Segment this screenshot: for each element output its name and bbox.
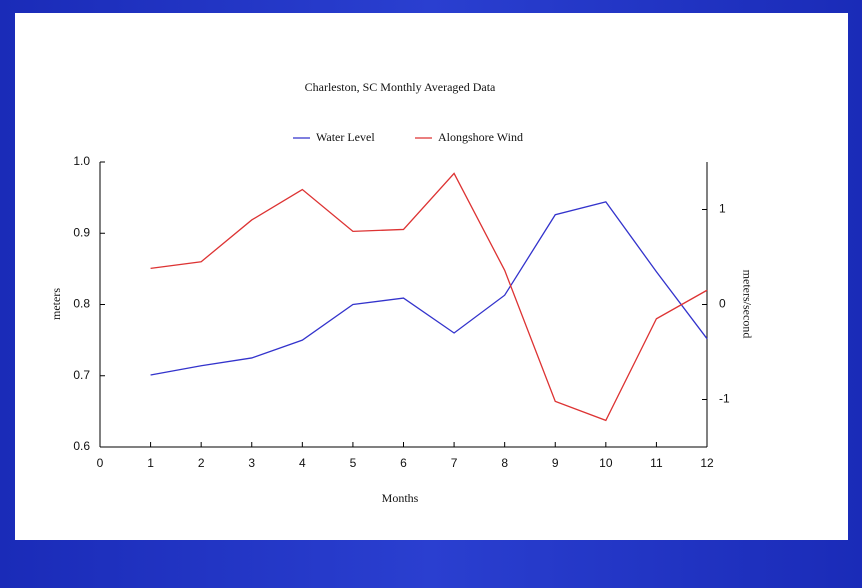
y-tick-label: 0.7 — [73, 368, 90, 382]
x-axis-label: Months — [382, 491, 419, 505]
x-tick-label: 9 — [552, 456, 559, 470]
y-tick-label: 0.8 — [73, 297, 90, 311]
y-axis-label: meters — [49, 288, 63, 320]
x-tick-label: 8 — [501, 456, 508, 470]
x-tick-label: 5 — [350, 456, 357, 470]
y2-tick-label: -1 — [719, 392, 730, 406]
x-tick-label: 11 — [650, 456, 663, 470]
y2-tick-label: 0 — [719, 297, 726, 311]
x-tick-label: 6 — [400, 456, 407, 470]
x-tick-label: 4 — [299, 456, 306, 470]
y-tick-label: 0.6 — [73, 439, 90, 453]
series-line — [150, 172, 708, 422]
legend-label: Alongshore Wind — [438, 130, 523, 144]
x-tick-label: 1 — [147, 456, 154, 470]
x-tick-label: 10 — [599, 456, 613, 470]
x-tick-label: 7 — [451, 456, 458, 470]
y-tick-label: 1.0 — [73, 154, 90, 168]
slide-panel — [15, 13, 848, 540]
series-line — [150, 201, 708, 376]
chart-title: Charleston, SC Monthly Averaged Data — [305, 80, 496, 94]
y-tick-label: 0.9 — [73, 225, 90, 239]
x-tick-label: 2 — [198, 456, 205, 470]
y2-tick-label: 1 — [719, 202, 726, 216]
legend-label: Water Level — [316, 130, 375, 144]
x-tick-label: 3 — [248, 456, 255, 470]
x-tick-label: 0 — [97, 456, 104, 470]
x-tick-label: 12 — [700, 456, 714, 470]
y2-axis-label: meters/second — [740, 270, 754, 339]
